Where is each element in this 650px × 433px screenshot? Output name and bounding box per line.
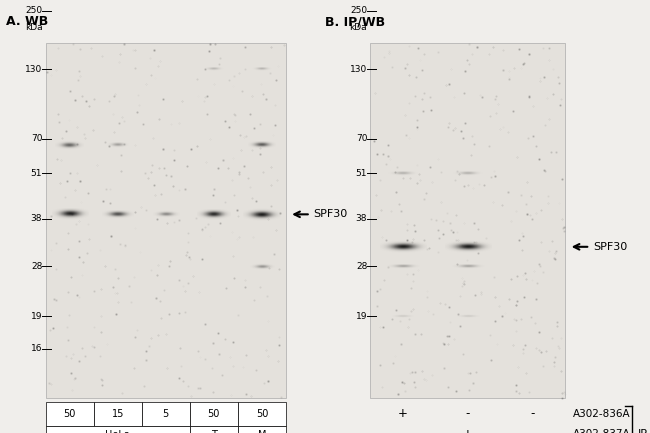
- Text: +: +: [463, 428, 473, 433]
- Text: 51: 51: [356, 169, 367, 178]
- Text: kDa: kDa: [25, 23, 42, 32]
- Text: 50: 50: [207, 409, 220, 419]
- Bar: [46, 402, 94, 426]
- Bar: [190, 426, 238, 433]
- Text: -: -: [401, 428, 405, 433]
- Text: 130: 130: [350, 65, 367, 74]
- Text: 38: 38: [356, 214, 367, 223]
- Text: +: +: [398, 407, 408, 420]
- Text: 19: 19: [356, 312, 367, 320]
- Text: IP: IP: [638, 429, 648, 433]
- Bar: [190, 402, 238, 426]
- Text: 70: 70: [31, 134, 42, 143]
- Text: 38: 38: [31, 214, 42, 223]
- Text: T: T: [211, 430, 217, 433]
- Text: 5: 5: [162, 409, 169, 419]
- Text: -: -: [531, 428, 535, 433]
- Text: 50: 50: [63, 409, 76, 419]
- Text: A. WB: A. WB: [6, 15, 49, 28]
- Text: 250: 250: [350, 6, 367, 15]
- Bar: [94, 402, 142, 426]
- Text: HeLa: HeLa: [105, 430, 130, 433]
- Text: SPF30: SPF30: [313, 209, 348, 220]
- Bar: [142, 402, 190, 426]
- Bar: [46, 426, 190, 433]
- Text: 15: 15: [111, 409, 124, 419]
- Text: A302-837A: A302-837A: [573, 429, 631, 433]
- Text: SPF30: SPF30: [593, 242, 627, 252]
- Text: -: -: [466, 407, 470, 420]
- Text: A302-836A: A302-836A: [573, 408, 631, 419]
- Bar: [46, 43, 286, 398]
- Text: 250: 250: [25, 6, 42, 15]
- Text: 19: 19: [31, 312, 42, 320]
- Text: -: -: [531, 407, 535, 420]
- Text: M: M: [257, 430, 266, 433]
- Text: kDa: kDa: [350, 23, 367, 32]
- Bar: [238, 426, 286, 433]
- Bar: [238, 402, 286, 426]
- Text: 28: 28: [356, 262, 367, 271]
- Text: 28: 28: [31, 262, 42, 271]
- Text: B. IP/WB: B. IP/WB: [325, 15, 385, 28]
- Text: 70: 70: [356, 134, 367, 143]
- Text: 130: 130: [25, 65, 42, 74]
- Text: 50: 50: [255, 409, 268, 419]
- Text: 51: 51: [31, 169, 42, 178]
- Bar: [370, 43, 566, 398]
- Text: 16: 16: [31, 344, 42, 353]
